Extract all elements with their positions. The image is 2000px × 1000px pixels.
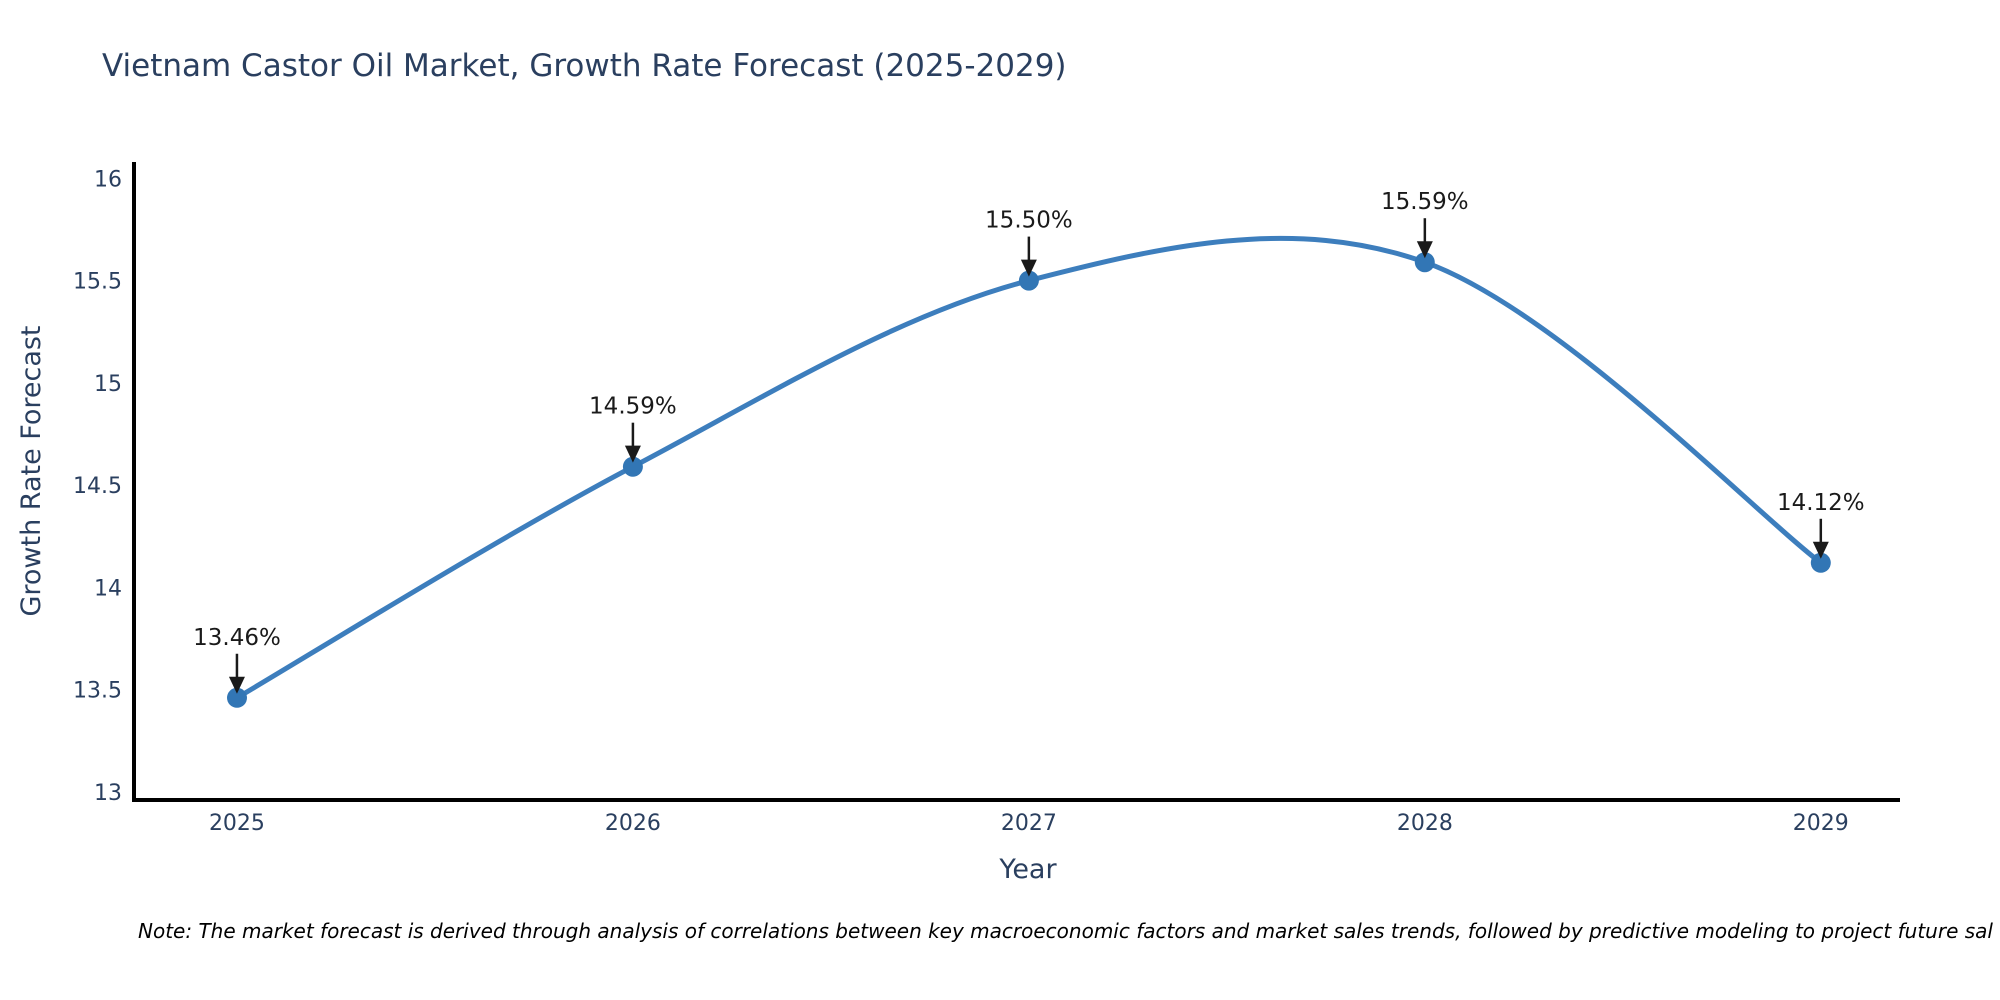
data-point-marker	[1810, 552, 1831, 573]
chart-footnote: Note: The market forecast is derived thr…	[138, 919, 1993, 943]
chart-title: Vietnam Castor Oil Market, Growth Rate F…	[102, 48, 1067, 84]
y-tick-label: 13	[94, 781, 122, 806]
x-tick-label: 2028	[1397, 811, 1453, 836]
y-tick-label: 16	[94, 167, 122, 192]
annotation-arrowhead-icon	[1416, 241, 1433, 259]
annotation-arrowhead-icon	[1020, 259, 1037, 277]
data-label: 13.46%	[193, 625, 281, 651]
annotation-arrowhead-icon	[624, 445, 641, 463]
x-tick-label: 2026	[605, 811, 661, 836]
data-point-marker	[227, 687, 247, 708]
data-point-marker	[622, 456, 643, 477]
data-label: 14.59%	[589, 394, 677, 420]
y-tick-label: 13.5	[73, 679, 122, 704]
data-point-marker	[1414, 252, 1435, 273]
data-point-marker	[1018, 270, 1039, 291]
annotation-arrowhead-icon	[228, 676, 245, 694]
annotation-arrowhead-icon	[1812, 541, 1829, 559]
x-tick-label: 2025	[209, 811, 265, 836]
data-label: 14.12%	[1777, 490, 1865, 516]
y-axis-title: Growth Rate Forecast	[16, 325, 47, 616]
trend-line	[234, 235, 1824, 701]
y-tick-label: 15	[94, 372, 122, 397]
x-axis-title: Year	[998, 854, 1057, 885]
point-annotation: 14.59%	[589, 394, 677, 463]
data-label: 15.59%	[1381, 189, 1469, 215]
point-annotation: 13.46%	[193, 625, 281, 694]
y-tick-label: 15.5	[73, 270, 122, 295]
x-tick-label: 2027	[1001, 811, 1057, 836]
point-annotation: 15.59%	[1381, 189, 1469, 259]
y-tick-label: 14	[94, 576, 122, 601]
y-tick-label: 14.5	[73, 474, 122, 499]
plot-area: 13 13.5 14 14.5 15 15.5 16 2025 2026 2027 2028 2029…	[73, 162, 1900, 836]
x-tick-label: 2029	[1793, 811, 1849, 836]
point-annotation: 15.50%	[985, 208, 1073, 277]
point-annotation: 14.12%	[1777, 490, 1865, 559]
data-label: 15.50%	[985, 208, 1073, 234]
